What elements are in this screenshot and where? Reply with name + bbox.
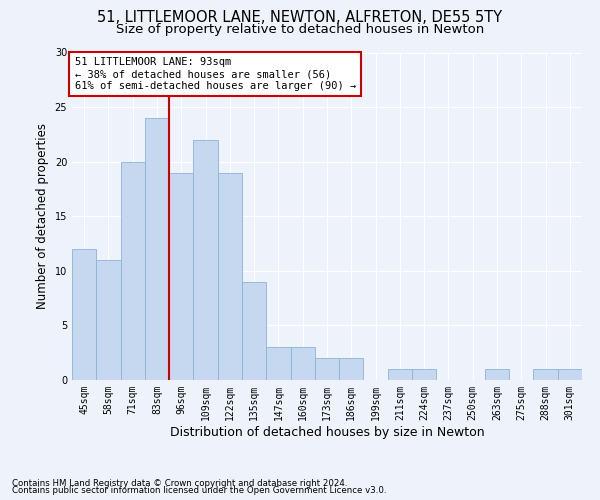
Bar [169, 172, 193, 380]
Bar [218, 172, 242, 380]
Bar [485, 369, 509, 380]
Bar [388, 369, 412, 380]
Bar [558, 369, 582, 380]
Bar [315, 358, 339, 380]
Bar [412, 369, 436, 380]
Text: 51, LITTLEMOOR LANE, NEWTON, ALFRETON, DE55 5TY: 51, LITTLEMOOR LANE, NEWTON, ALFRETON, D… [97, 10, 503, 25]
Text: Contains public sector information licensed under the Open Government Licence v3: Contains public sector information licen… [12, 486, 386, 495]
X-axis label: Distribution of detached houses by size in Newton: Distribution of detached houses by size … [170, 426, 484, 438]
Text: 51 LITTLEMOOR LANE: 93sqm
← 38% of detached houses are smaller (56)
61% of semi-: 51 LITTLEMOOR LANE: 93sqm ← 38% of detac… [74, 58, 356, 90]
Bar [72, 249, 96, 380]
Bar [266, 347, 290, 380]
Y-axis label: Number of detached properties: Number of detached properties [36, 123, 49, 309]
Bar [339, 358, 364, 380]
Bar [96, 260, 121, 380]
Bar [242, 282, 266, 380]
Bar [290, 347, 315, 380]
Text: Contains HM Land Registry data © Crown copyright and database right 2024.: Contains HM Land Registry data © Crown c… [12, 478, 347, 488]
Text: Size of property relative to detached houses in Newton: Size of property relative to detached ho… [116, 22, 484, 36]
Bar [533, 369, 558, 380]
Bar [121, 162, 145, 380]
Bar [193, 140, 218, 380]
Bar [145, 118, 169, 380]
